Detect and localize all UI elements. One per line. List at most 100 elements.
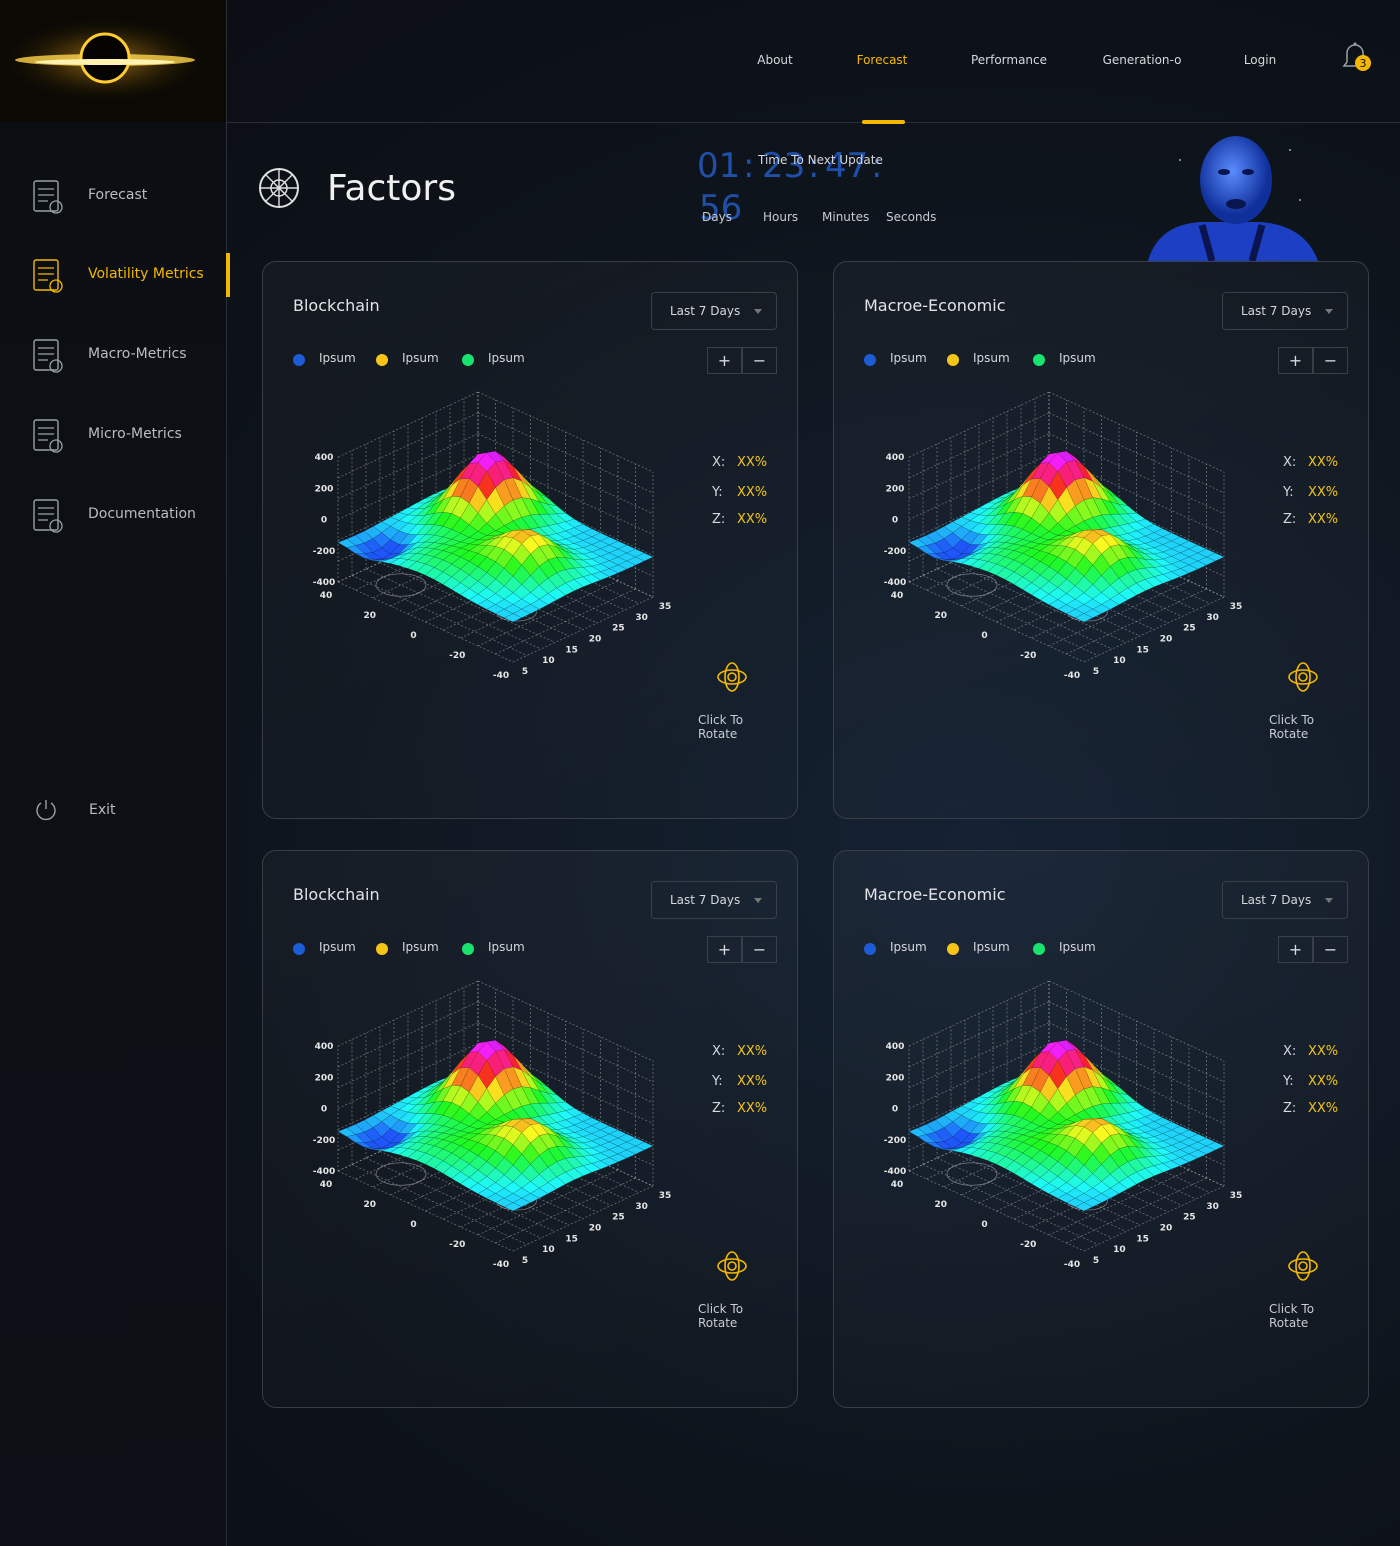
readout-axis: X: (1283, 455, 1297, 470)
surface-cell (1153, 574, 1172, 584)
plot-grid (1048, 391, 1225, 473)
zoom-in-button[interactable]: + (1278, 936, 1313, 963)
surface-cell (1179, 564, 1199, 574)
plot-contour (946, 573, 998, 597)
axis-tick-label: 0 (981, 1220, 987, 1230)
range-dropdown[interactable]: Last 7 Days (1222, 881, 1348, 919)
nav-link[interactable]: Forecast (856, 53, 908, 67)
zoom-out-button[interactable]: − (742, 347, 777, 374)
axis-tick-label: 400 (315, 1042, 334, 1052)
nav-link[interactable]: Performance (970, 53, 1048, 67)
card-title: Macroe-Economic (864, 885, 1006, 904)
surface-cell (1074, 1202, 1094, 1212)
rotate-icon[interactable] (1286, 660, 1320, 694)
plot-grid (477, 391, 654, 473)
countdown-separator: : (871, 146, 883, 186)
icon-shape (724, 662, 740, 692)
rotate-label[interactable]: Click To Rotate (1269, 1302, 1315, 1330)
axis-tick-label: 200 (886, 484, 905, 494)
rotate-label[interactable]: Click To Rotate (698, 713, 744, 741)
surface-cell (521, 1193, 540, 1203)
rotate-icon[interactable] (715, 1249, 749, 1283)
sidebar-icon (33, 180, 63, 214)
surface-cell (1092, 604, 1111, 614)
zoom-out-button[interactable]: − (742, 936, 777, 963)
exit-icon (36, 800, 56, 821)
icon-shape (1295, 662, 1311, 692)
countdown-caption: Time To Next Update (758, 153, 883, 167)
sidebar-item[interactable]: Micro-Metrics (88, 426, 182, 442)
rotate-icon[interactable] (1286, 1249, 1320, 1283)
icon-shape (36, 800, 56, 821)
sidebar-item[interactable]: Macro-Metrics (88, 346, 187, 362)
axis-tick-label: -200 (313, 547, 336, 557)
readout-value: XX% (737, 455, 768, 470)
bell-icon[interactable]: 3 (1338, 40, 1378, 80)
surface-cell (1206, 552, 1225, 562)
nav-link[interactable]: Generation-o (1102, 53, 1182, 67)
avatar (1148, 136, 1318, 261)
sidebar-item[interactable]: Forecast (88, 187, 148, 203)
range-dropdown[interactable]: Last 7 Days (1222, 292, 1348, 330)
card-title: Blockchain (293, 296, 380, 315)
range-dropdown[interactable]: Last 7 Days (651, 292, 777, 330)
surface-cell (521, 604, 540, 614)
sidebar (0, 0, 227, 1546)
zoom-in-button[interactable]: + (707, 347, 742, 374)
axis-tick-label: -20 (1020, 1240, 1036, 1250)
plot-grid (337, 1170, 514, 1252)
icon-shape (38, 267, 54, 281)
surface-cell (1118, 587, 1137, 601)
icon-shape (49, 359, 63, 373)
range-dropdown[interactable]: Last 7 Days (651, 881, 777, 919)
axis-tick-label: -20 (449, 1240, 465, 1250)
zoom-in-button[interactable]: + (1278, 347, 1313, 374)
plot-grid (908, 1001, 1050, 1068)
zoom-in-button[interactable]: + (707, 936, 742, 963)
axis-tick-label: 15 (565, 645, 578, 655)
surface-cell (635, 1141, 654, 1151)
sidebar-icon (33, 499, 63, 533)
axis-tick-label: 5 (522, 667, 528, 677)
readout-axis: Y: (712, 485, 723, 500)
surface-cell (626, 556, 645, 566)
sidebar-item[interactable]: Volatility Metrics (88, 266, 204, 282)
legend-label: Ipsum (488, 351, 525, 365)
surface-cell (547, 587, 566, 601)
plot-grid (1066, 1177, 1207, 1244)
nav-link[interactable]: About (757, 53, 793, 67)
zoom-out-button[interactable]: − (1313, 347, 1348, 374)
chart-card: Macroe-Economic Last 7 Days Ipsum Ipsum Ipsu… (833, 261, 1369, 819)
plot-grid (495, 1177, 636, 1244)
icon-shape (38, 188, 54, 202)
rotate-icon[interactable] (715, 660, 749, 694)
legend-dot (1033, 943, 1045, 955)
legend-label: Ipsum (402, 940, 439, 954)
countdown-value: 47 (825, 146, 869, 186)
readout-axis: Z: (1283, 512, 1297, 527)
plot-grid (365, 568, 542, 650)
countdown-unit: Seconds (886, 210, 937, 224)
plot-grid (477, 1022, 654, 1104)
plot-grid (337, 980, 479, 1047)
axis-tick-label: 20 (934, 1200, 947, 1210)
axis-tick-label: -40 (1064, 1260, 1080, 1270)
sidebar-item[interactable]: Documentation (88, 506, 196, 522)
readout-axis: X: (712, 1044, 726, 1059)
nav-link[interactable]: Login (1243, 53, 1277, 67)
header-divider (227, 122, 1400, 123)
rotate-label[interactable]: Click To Rotate (1269, 713, 1315, 741)
axis-tick-label: -400 (884, 578, 907, 588)
exit-link[interactable]: Exit (89, 802, 116, 818)
zoom-out-button[interactable]: − (1313, 936, 1348, 963)
rotate-label[interactable]: Click To Rotate (698, 1302, 744, 1330)
axis-tick-label: 0 (410, 631, 416, 641)
plot-grid (908, 391, 1050, 458)
surface-cell (582, 1163, 601, 1173)
axis-tick-label: 0 (321, 1105, 327, 1115)
sidebar-icon (33, 419, 63, 453)
axis-tick-label: 25 (612, 1213, 625, 1223)
axis-tick-label: -40 (493, 671, 509, 681)
axis-tick-label: -200 (884, 1136, 907, 1146)
